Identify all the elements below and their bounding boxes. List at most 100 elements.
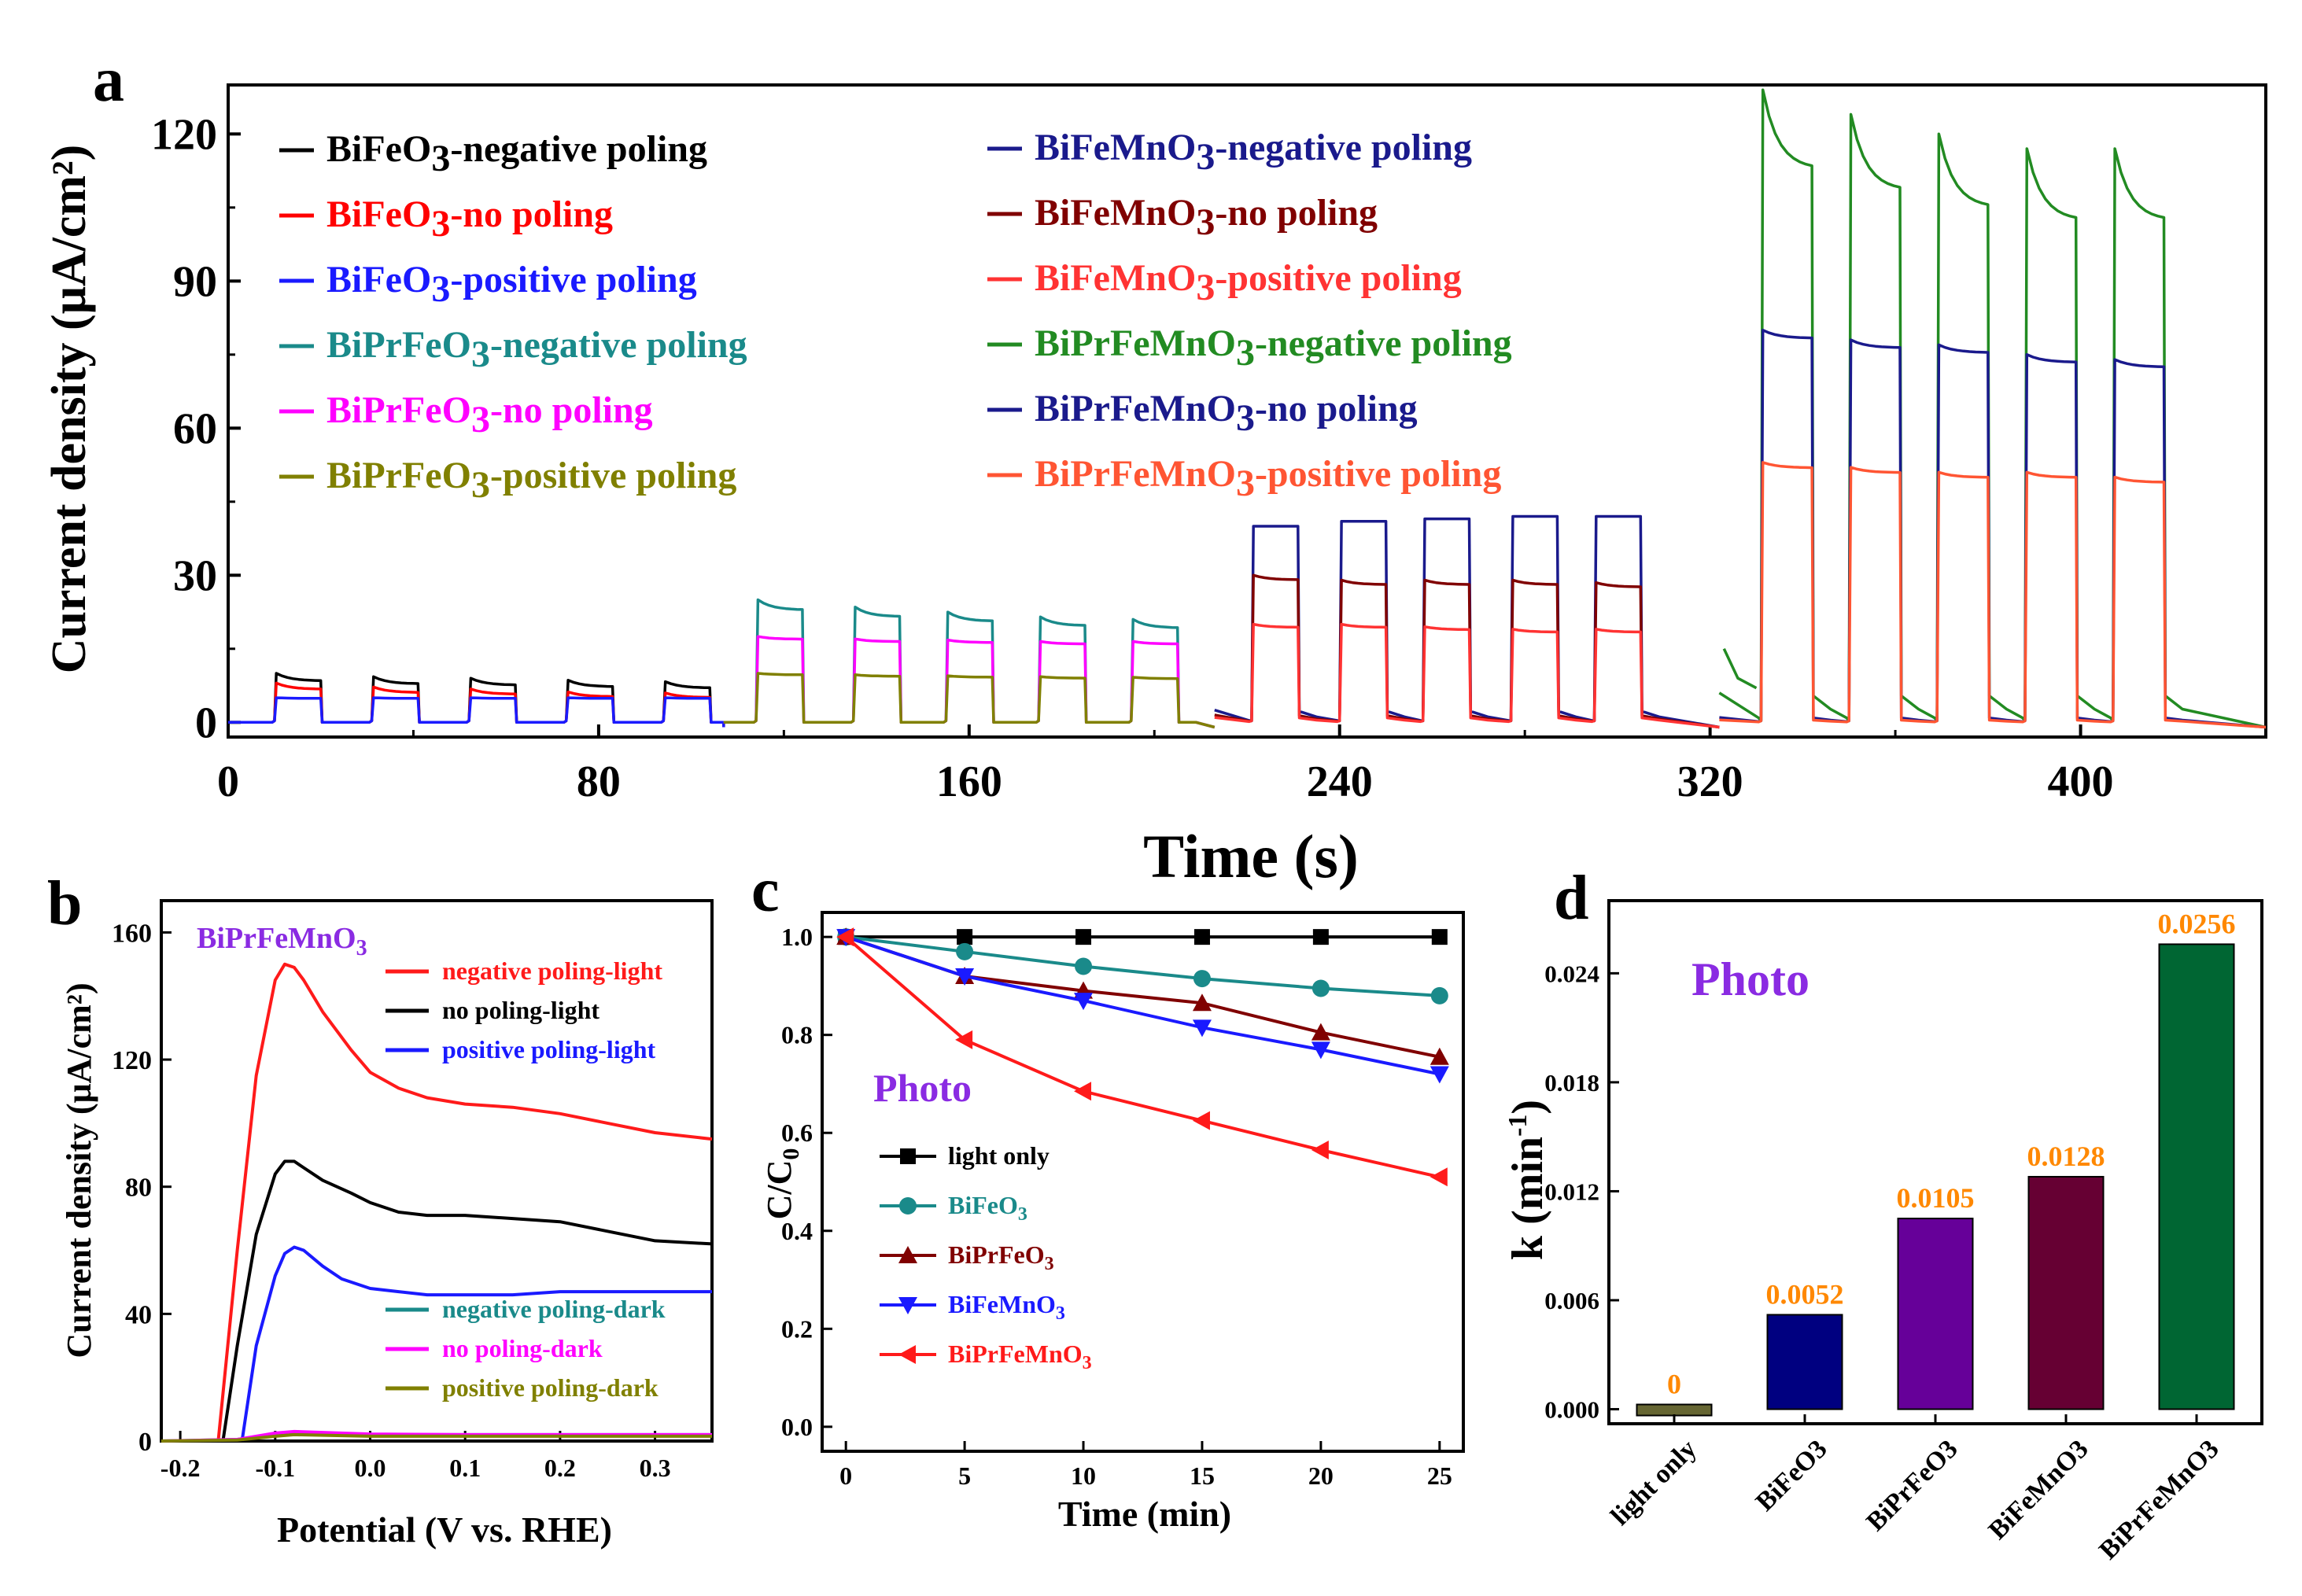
panel-a-legend-label-part-0: BiPrFeO (326, 389, 471, 431)
panel-a-legend-label-part-2: -negative poling (1255, 323, 1512, 364)
panel-a-trace-1-0 (723, 598, 1216, 729)
panel-d-category-label: light only (1606, 1434, 1703, 1531)
panel-a-legend-label-part-2: -positive poling (1255, 453, 1501, 495)
panel-c-ylabel-part-1: 0 (778, 1148, 804, 1160)
panel-b: -0.2 -0.1 0.0 0.1 0.2 0.3 0 40 80 120 160 Potential… (60, 899, 714, 1550)
panel-c-point-4 (955, 1030, 973, 1049)
panel-b-frame (160, 899, 714, 1443)
panel-c-point-4 (1192, 1111, 1210, 1130)
panel-b-ytick-label: 80 (125, 1174, 152, 1203)
panel-a-trace-2-2 (1214, 622, 1720, 729)
panel-b-title-part-1: 3 (356, 936, 367, 960)
panel-c-legend-label-part-1: 3 (1083, 1353, 1092, 1373)
panel-c-point-3 (1430, 1066, 1449, 1084)
panel-a-legend-label: BiPrFeO3-no poling (326, 389, 653, 440)
panel-a-legend-label: BiFeO3-no poling (326, 194, 613, 245)
panel-a-legend-label-part-1: 3 (1236, 397, 1255, 439)
panel-c-point-4 (1430, 1167, 1448, 1187)
panel-a-legend-label: BiFeMnO3-positive poling (1035, 257, 1462, 308)
panel-a-legend-label-part-0: BiPrFeMnO (1035, 453, 1236, 495)
panel-a-xtick-label: 240 (1307, 757, 1373, 806)
panel-c-title: Photo (873, 1066, 972, 1110)
panel-b-legend-label: positive poling-light (442, 1035, 656, 1063)
panel-b-legend-label: positive poling-dark (442, 1373, 659, 1402)
panel-c-ytick-label: 1.0 (781, 923, 813, 951)
panel-a-legend-label-part-2: -no poling (1255, 388, 1418, 429)
panel-a-legend-label-part-0: BiPrFeO (326, 324, 471, 366)
panel-c-legend-label: BiPrFeMnO3 (948, 1340, 1092, 1373)
panel-b-series-1 (221, 1159, 713, 1442)
panel-b-title-part-0: BiPrFeMnO (197, 922, 356, 955)
panel-c-point-3 (1074, 993, 1094, 1011)
panel-d-value-label: 0.0105 (1897, 1182, 1975, 1214)
panel-b-ytick-label: 120 (112, 1046, 152, 1075)
panel-d-bar (1897, 1218, 1974, 1410)
panel-c-legend-marker (898, 1246, 917, 1263)
panel-c-frame (821, 911, 1465, 1453)
panel-a-xlabel: Time (s) (1143, 822, 1359, 890)
panel-d-ylabel-part-2: ) (1503, 1100, 1552, 1115)
panel-c-legend-label-part-1: 3 (1018, 1204, 1027, 1225)
panel-a-xtick-label: 0 (217, 757, 239, 806)
panel-c-legend-label-part-0: BiFeMnO (948, 1290, 1056, 1318)
panel-c-legend-label: BiPrFeO3 (948, 1240, 1054, 1274)
panel-c-xtick-label: 25 (1427, 1461, 1452, 1490)
panel-c-xtick-label: 15 (1190, 1461, 1215, 1490)
panel-a-xtick-label: 80 (577, 757, 621, 806)
panel-a: 0 80 160 240 320 400 0 30 60 90 120 Time (s) Current… (42, 83, 2267, 890)
panel-b-xtick-label: -0.1 (255, 1454, 295, 1482)
panel-c-ytick-label: 0.4 (781, 1217, 813, 1245)
panel-c-series-line-2 (845, 935, 1441, 1059)
panel-a-ytick-label: 0 (195, 698, 217, 747)
panel-label-a: a (93, 46, 124, 115)
panel-a-ytick-label: 60 (173, 404, 217, 453)
panel-c-legend-label-part-1: 3 (1056, 1303, 1065, 1324)
panel-a-trace-0-2 (228, 696, 725, 728)
panel-a-trace-3-0 (1718, 88, 2267, 729)
panel-c-point-0 (1075, 929, 1092, 945)
panel-c-ytick-label: 0.8 (781, 1021, 813, 1049)
panel-a-legend-label: BiPrFeO3-negative poling (326, 324, 747, 375)
panel-d-ytick-label: 0.018 (1544, 1069, 1599, 1097)
panel-a-legend-label: BiFeO3-negative poling (326, 128, 707, 179)
panel-a-legend-label: BiPrFeMnO3-no poling (1035, 388, 1418, 439)
panel-a-legend-label: BiFeO3-positive poling (326, 259, 697, 310)
panel-a-legend-label-part-1: 3 (1196, 136, 1215, 178)
panel-a-legend-label-part-1: 3 (1236, 463, 1255, 504)
panel-a-trace-1-1 (723, 635, 1216, 729)
panel-a-legend-label-part-0: BiPrFeO (326, 455, 471, 496)
panel-b-ytick-label: 40 (125, 1300, 152, 1329)
panel-c-point-4 (836, 927, 854, 947)
panel-c-ylabel-part-0: C/C (760, 1160, 799, 1220)
panel-a-legend-label: BiFeMnO3-negative poling (1035, 127, 1472, 178)
panel-a-trace-3-2 (1719, 461, 2267, 729)
panel-b-series-5 (160, 1432, 712, 1443)
panel-a-legend-label: BiPrFeO3-positive poling (326, 455, 736, 506)
panel-c-legend-marker (900, 1148, 916, 1164)
panel-c-series-line-4 (844, 935, 1441, 1179)
panel-d-category-label: BiFeMnO3 (1983, 1434, 2094, 1545)
panel-c-point-4 (1311, 1141, 1329, 1160)
panel-a-trace-2-0 (1214, 514, 1720, 729)
panel-a-legend-label-part-1: 3 (431, 268, 450, 310)
panel-a-legend-label-part-1: 3 (431, 203, 450, 245)
panel-d-bar (2027, 1175, 2105, 1410)
panel-a-legend-label-part-2: -no poling (490, 389, 653, 431)
panel-c-point-4 (1074, 1082, 1092, 1101)
panel-a-legend-label-part-0: BiFeO (326, 259, 431, 300)
panel-label-c: c (751, 856, 780, 925)
panel-a-trace-1-2 (723, 672, 1216, 729)
panel-a-legend-label-part-2: -no poling (1215, 192, 1378, 234)
panel-c-legend-label-part-1: 3 (1045, 1254, 1054, 1274)
panel-a-legend-label-part-2: -positive poling (1215, 257, 1461, 299)
panel-a-trace-2-1 (1214, 573, 1720, 729)
panel-d-ylabel-part-0: k (min (1503, 1137, 1552, 1260)
panel-d-bar (1766, 1314, 1843, 1410)
panel-c: 0 5 10 15 20 25 0.0 0.2 0.4 0.6 0.8 1.0 Time (min) C/… (760, 911, 1465, 1534)
panel-a-legend-label-part-1: 3 (471, 399, 490, 440)
panel-a-legend-label-part-0: BiPrFeMnO (1035, 323, 1236, 364)
panel-a-trace-3-1 (1719, 328, 2267, 729)
panel-c-ytick-label: 0.0 (781, 1413, 813, 1441)
panel-c-ytick-label: 0.2 (781, 1314, 813, 1343)
panel-c-legend-label-part-0: BiPrFeMnO (948, 1340, 1083, 1368)
